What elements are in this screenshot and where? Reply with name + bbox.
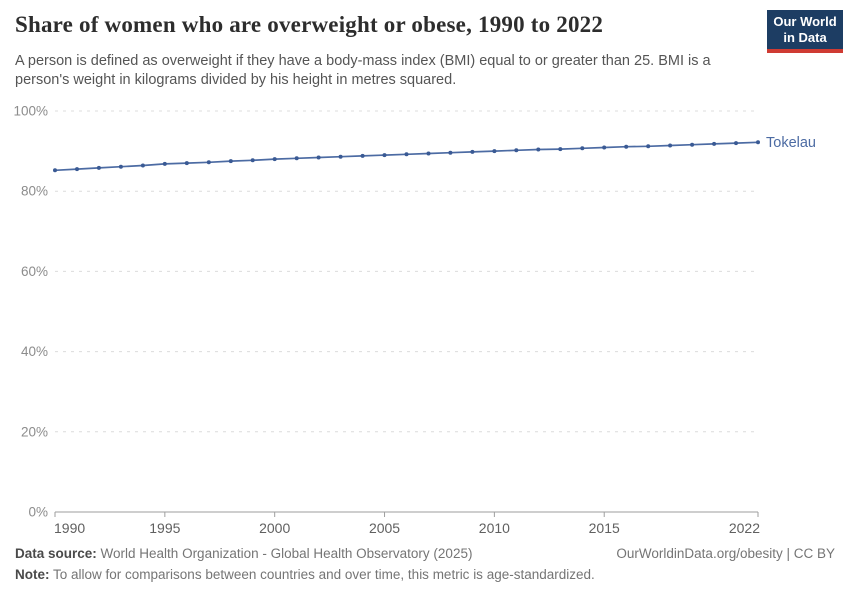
chart-title: Share of women who are overweight or obe… [15, 12, 604, 37]
x-axis-tick-label: 2022 [729, 520, 760, 536]
data-source-text: World Health Organization - Global Healt… [96, 546, 473, 561]
line-chart: 0% 20% 40% 60% 80% 100% 1990 1995 2000 2005 2010 20… [13, 104, 816, 537]
series-point[interactable] [316, 155, 321, 160]
series-point[interactable] [580, 146, 585, 151]
license-link[interactable]: OurWorldinData.org/obesity | CC BY [616, 546, 835, 561]
x-axis-tick-label: 1995 [149, 520, 180, 536]
series-point[interactable] [250, 158, 255, 163]
series-line[interactable] [54, 141, 759, 172]
series-point[interactable] [206, 160, 211, 165]
series-point[interactable] [75, 167, 79, 172]
x-axis-tick-label: 2000 [259, 520, 290, 536]
chart-footer: Data source: World Health Organization -… [15, 546, 835, 582]
note: Note: To allow for comparisons between c… [15, 567, 595, 582]
x-axis-tick-label: 2010 [479, 520, 510, 536]
series-point[interactable] [624, 144, 629, 149]
series-point[interactable] [470, 149, 475, 154]
series-point[interactable] [646, 144, 651, 149]
series-point[interactable] [492, 149, 497, 154]
series-point[interactable] [558, 147, 563, 152]
series-point[interactable] [53, 168, 57, 173]
series-point[interactable] [536, 147, 541, 152]
y-axis-tick-label: 20% [21, 424, 48, 439]
series-point[interactable] [294, 156, 299, 161]
series-point[interactable] [228, 159, 233, 164]
series-point[interactable] [404, 152, 409, 157]
series-point[interactable] [118, 164, 123, 169]
entity-label[interactable]: Tokelau [766, 135, 816, 151]
y-axis-tick-label: 0% [28, 505, 48, 520]
series-point[interactable] [184, 161, 189, 166]
series-point[interactable] [162, 161, 167, 166]
note-text: To allow for comparisons between countri… [49, 567, 595, 582]
series-point[interactable] [360, 153, 365, 158]
y-axis-tick-label: 80% [21, 184, 48, 199]
series-point[interactable] [712, 141, 717, 146]
series-point[interactable] [514, 148, 519, 153]
x-axis-tick-label: 2005 [369, 520, 400, 536]
note-label: Note: [15, 567, 50, 582]
y-axis-tick-label: 100% [13, 104, 48, 119]
y-axis-tick-label: 40% [21, 344, 48, 359]
owid-logo-line1: Our World [773, 14, 837, 29]
series-point[interactable] [602, 145, 607, 150]
series-point[interactable] [734, 141, 738, 146]
data-source-label: Data source: [15, 546, 97, 561]
data-source: Data source: World Health Organization -… [15, 546, 472, 561]
series-point[interactable] [448, 150, 453, 155]
series-point[interactable] [272, 157, 277, 162]
series-point[interactable] [338, 154, 343, 159]
owid-logo: Our World in Data [767, 10, 843, 53]
y-axis-tick-label: 60% [21, 264, 48, 279]
series-point[interactable] [382, 153, 387, 158]
series-point[interactable] [690, 142, 695, 147]
x-axis-tick-label: 2015 [589, 520, 620, 536]
series-point[interactable] [140, 163, 145, 168]
x-axis-tick-label: 1990 [54, 520, 85, 536]
chart-subtitle: A person is defined as overweight if the… [15, 53, 711, 88]
series-point[interactable] [96, 165, 101, 170]
series-point[interactable] [756, 140, 760, 145]
owid-logo-line2: in Data [783, 30, 827, 45]
series-point[interactable] [426, 151, 431, 156]
series-point[interactable] [668, 143, 673, 148]
